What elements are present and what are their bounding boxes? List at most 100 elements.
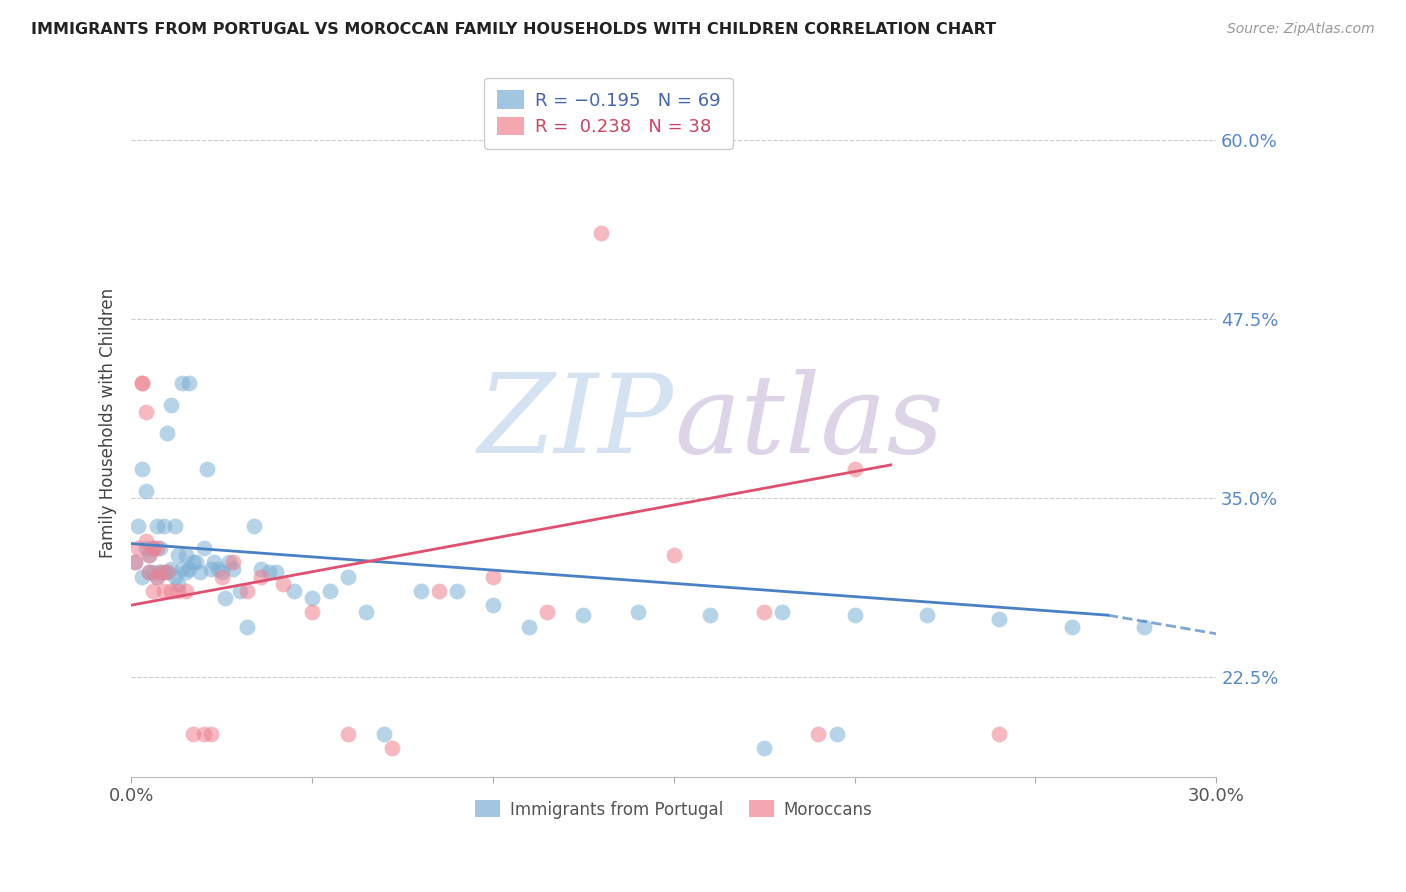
Point (167, 548, 190, 562)
Point (427, 583, 450, 598)
Point (181, 555, 204, 569)
Point (482, 569, 505, 583)
Point (283, 583, 305, 598)
Point (142, 541, 165, 555)
Point (211, 569, 233, 583)
Point (517, 619, 540, 633)
Point (193, 727, 215, 741)
Text: atlas: atlas (673, 369, 943, 476)
Point (536, 605, 558, 619)
Y-axis label: Family Households with Children: Family Households with Children (100, 287, 117, 558)
Point (124, 555, 146, 569)
Point (149, 566, 172, 580)
Point (264, 566, 287, 580)
Point (174, 583, 197, 598)
Point (446, 583, 468, 598)
Point (142, 566, 165, 580)
Point (174, 548, 197, 562)
Point (195, 462, 218, 476)
Point (127, 541, 149, 555)
Point (131, 462, 153, 476)
Point (200, 562, 222, 576)
Point (915, 608, 938, 623)
Point (138, 566, 160, 580)
Legend: Immigrants from Portugal, Moroccans: Immigrants from Portugal, Moroccans (468, 794, 879, 825)
Point (149, 566, 172, 580)
Point (337, 727, 360, 741)
Point (145, 541, 167, 555)
Point (142, 541, 165, 555)
Point (356, 605, 378, 619)
Point (153, 583, 176, 598)
Point (626, 605, 648, 619)
Point (591, 226, 613, 240)
Point (174, 566, 197, 580)
Text: IMMIGRANTS FROM PORTUGAL VS MOROCCAN FAMILY HOUSEHOLDS WITH CHILDREN CORRELATION: IMMIGRANTS FROM PORTUGAL VS MOROCCAN FAM… (31, 22, 995, 37)
Point (156, 566, 179, 580)
Point (135, 541, 157, 555)
Point (153, 519, 176, 533)
Point (699, 608, 721, 623)
Point (170, 562, 193, 576)
Point (572, 608, 595, 623)
Point (381, 741, 404, 756)
Point (181, 727, 204, 741)
Point (188, 566, 211, 580)
Point (142, 583, 165, 598)
Point (662, 548, 685, 562)
Point (337, 569, 360, 583)
Point (127, 519, 149, 533)
Point (160, 398, 183, 412)
Point (214, 591, 236, 605)
Point (236, 619, 259, 633)
Point (373, 727, 395, 741)
Point (170, 376, 193, 391)
Point (207, 562, 229, 576)
Point (221, 562, 243, 576)
Point (135, 483, 157, 498)
Point (211, 566, 233, 580)
Point (153, 566, 176, 580)
Text: Source: ZipAtlas.com: Source: ZipAtlas.com (1227, 22, 1375, 37)
Point (807, 727, 830, 741)
Point (138, 548, 160, 562)
Point (131, 569, 153, 583)
Point (229, 583, 252, 598)
Point (221, 555, 243, 569)
Point (319, 583, 342, 598)
Point (250, 569, 273, 583)
Point (135, 405, 157, 419)
Point (131, 376, 153, 391)
Point (145, 519, 167, 533)
Point (179, 376, 201, 391)
Point (988, 727, 1011, 741)
Point (257, 566, 280, 580)
Point (167, 583, 190, 598)
Point (754, 741, 776, 756)
Point (770, 605, 793, 619)
Point (1133, 619, 1156, 633)
Point (236, 583, 259, 598)
Point (409, 583, 432, 598)
Point (186, 555, 208, 569)
Point (825, 727, 848, 741)
Point (301, 605, 323, 619)
Point (138, 566, 160, 580)
Point (124, 555, 146, 569)
Point (163, 569, 186, 583)
Point (156, 426, 179, 441)
Point (204, 555, 226, 569)
Point (271, 576, 294, 591)
Point (754, 605, 776, 619)
Point (1060, 619, 1083, 633)
Point (160, 583, 183, 598)
Point (131, 376, 153, 391)
Point (200, 727, 222, 741)
Point (844, 462, 866, 476)
Point (160, 562, 183, 576)
Point (218, 555, 240, 569)
Point (482, 598, 505, 612)
Point (243, 519, 266, 533)
Point (988, 612, 1011, 626)
Point (163, 519, 186, 533)
